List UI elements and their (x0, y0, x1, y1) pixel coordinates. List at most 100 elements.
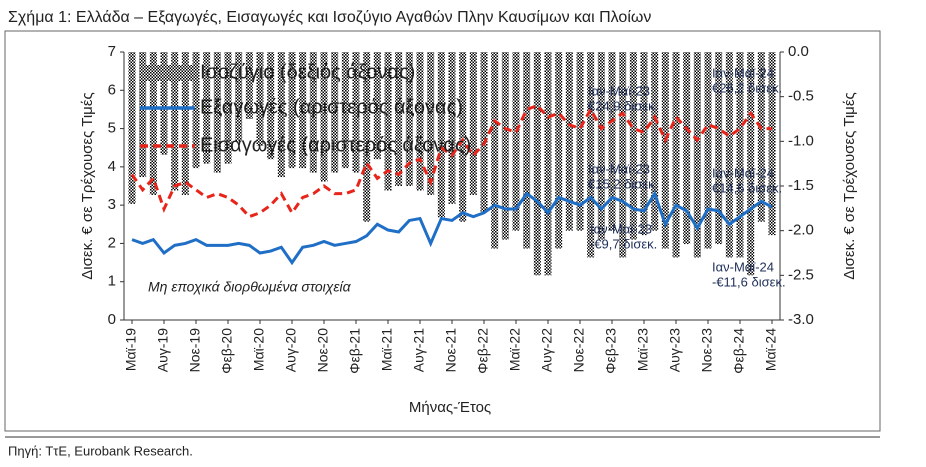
bar (320, 52, 328, 182)
bar (672, 52, 680, 258)
bar (128, 52, 136, 204)
bar (533, 52, 541, 276)
bar (160, 52, 168, 155)
series-line (131, 190, 773, 266)
y-axis-label: Δισεκ. € σε Τρέχουσες Τιμές (79, 92, 96, 279)
bar (373, 52, 381, 160)
bar (224, 52, 232, 164)
bar (587, 52, 595, 258)
bar (331, 52, 339, 173)
source: Πηγή: ΤτΕ, Eurobank Research. (8, 443, 193, 458)
bar (341, 52, 349, 169)
chart-title: Σχήμα 1: Ελλάδα – Εξαγωγές, Εισαγωγές κα… (8, 9, 651, 26)
bar (288, 52, 296, 169)
y2-axis-label: Δισεκ. € σε Τρέχουσες Τιμές (841, 92, 858, 279)
y2-tick-label: -0.5 (788, 88, 814, 105)
bar (192, 52, 200, 169)
y-tick-label: 4 (108, 158, 116, 175)
bar (544, 52, 552, 276)
annotation: Ιαν-Μαϊ-24 (712, 165, 774, 180)
y2-tick-label: -2.5 (788, 266, 814, 283)
bar (704, 52, 712, 249)
bar (363, 52, 371, 222)
bar (715, 52, 723, 245)
bar (747, 52, 755, 276)
bar (629, 52, 637, 240)
bar (256, 52, 264, 146)
legend-label: Ισοζύγιο (δεξιός άξονας) (200, 61, 415, 83)
x-tick-label: Αυγ-21 (411, 328, 427, 372)
bar (299, 52, 307, 169)
series-line (130, 103, 772, 219)
bar (555, 52, 563, 249)
y-tick-label: 1 (108, 273, 116, 290)
y2-tick-label: -3.0 (788, 311, 814, 328)
annotation: -€11,6 δισεκ. (712, 274, 786, 289)
bar (235, 52, 243, 142)
frame (4, 30, 881, 432)
annotation: €26,2 δισεκ. (712, 80, 782, 95)
bar (523, 52, 531, 249)
legend-label: Εισαγωγές (αριστερός άξονας) (200, 134, 471, 156)
y-tick-label: 7 (108, 43, 116, 60)
bar (309, 52, 317, 173)
x-tick-label: Μαϊ-24 (763, 328, 779, 371)
y-tick-label: 3 (108, 196, 116, 213)
bar (725, 52, 733, 258)
bar (683, 52, 691, 245)
bar (181, 52, 189, 195)
bar (501, 52, 509, 240)
bar (661, 52, 669, 249)
x-tick-label: Αυγ-23 (667, 328, 683, 372)
bar (267, 52, 275, 160)
x-tick-label: Μαϊ-20 (251, 328, 267, 371)
bar (171, 52, 179, 191)
bar (405, 52, 413, 186)
x-tick-label: Φεβ-23 (603, 328, 619, 374)
x-tick-label: Φεβ-20 (219, 328, 235, 374)
annotation: Ιαν-Μαϊ-24 (712, 259, 774, 274)
annotation: -€9,7 δισεκ. (590, 236, 657, 251)
annotation: Ιαν-Μαϊ-23 (590, 221, 652, 236)
bar (608, 52, 616, 231)
annotation: Ιαν-Μαϊ-24 (712, 65, 774, 80)
bar (651, 52, 659, 231)
bar (203, 52, 211, 164)
bar (149, 52, 157, 195)
x-tick-label: Αυγ-20 (283, 328, 299, 372)
y2-tick-label: -2.0 (788, 222, 814, 239)
x-tick-label: Φεβ-21 (347, 328, 363, 374)
x-tick-label: Αυγ-19 (155, 328, 171, 372)
bar (480, 52, 488, 213)
bar (459, 52, 467, 222)
bar (469, 52, 477, 195)
annotation: €15,2 δισεκ. (588, 176, 658, 191)
x-tick-label: Φεβ-22 (475, 328, 491, 374)
bar (437, 52, 445, 218)
x-axis-label: Μήνας-Έτος (409, 399, 491, 416)
bar (768, 52, 776, 236)
x-tick-label: Μαϊ-21 (379, 328, 395, 371)
bar (416, 52, 424, 191)
annotation: €14,6 δισεκ. (712, 180, 782, 195)
x-tick-label: Νοε-20 (315, 328, 331, 373)
x-tick-label: Μαϊ-23 (635, 328, 651, 371)
bar (757, 52, 765, 222)
y2-tick-label: -1.5 (788, 177, 814, 194)
x-tick-label: Νοε-22 (571, 328, 587, 373)
y2-tick-label: 0.0 (788, 43, 809, 60)
x-tick-label: Μαϊ-19 (123, 328, 139, 371)
x-tick-label: Νοε-21 (443, 328, 459, 373)
bar (384, 52, 392, 191)
bar (491, 52, 499, 249)
x-tick-label: Φεβ-24 (731, 328, 747, 374)
bar (395, 52, 403, 186)
annotation: Ιαν-Μαϊ-23 (588, 161, 650, 176)
note: Μη εποχικά διορθωμένα στοιχεία (148, 279, 352, 295)
y-tick-label: 0 (108, 311, 116, 328)
x-tick-label: Αυγ-22 (539, 328, 555, 372)
legend-label: Εξαγωγές (αριστερός άξονας) (200, 96, 463, 118)
y-tick-label: 2 (108, 234, 116, 251)
bar (619, 52, 627, 258)
bar (512, 52, 520, 231)
